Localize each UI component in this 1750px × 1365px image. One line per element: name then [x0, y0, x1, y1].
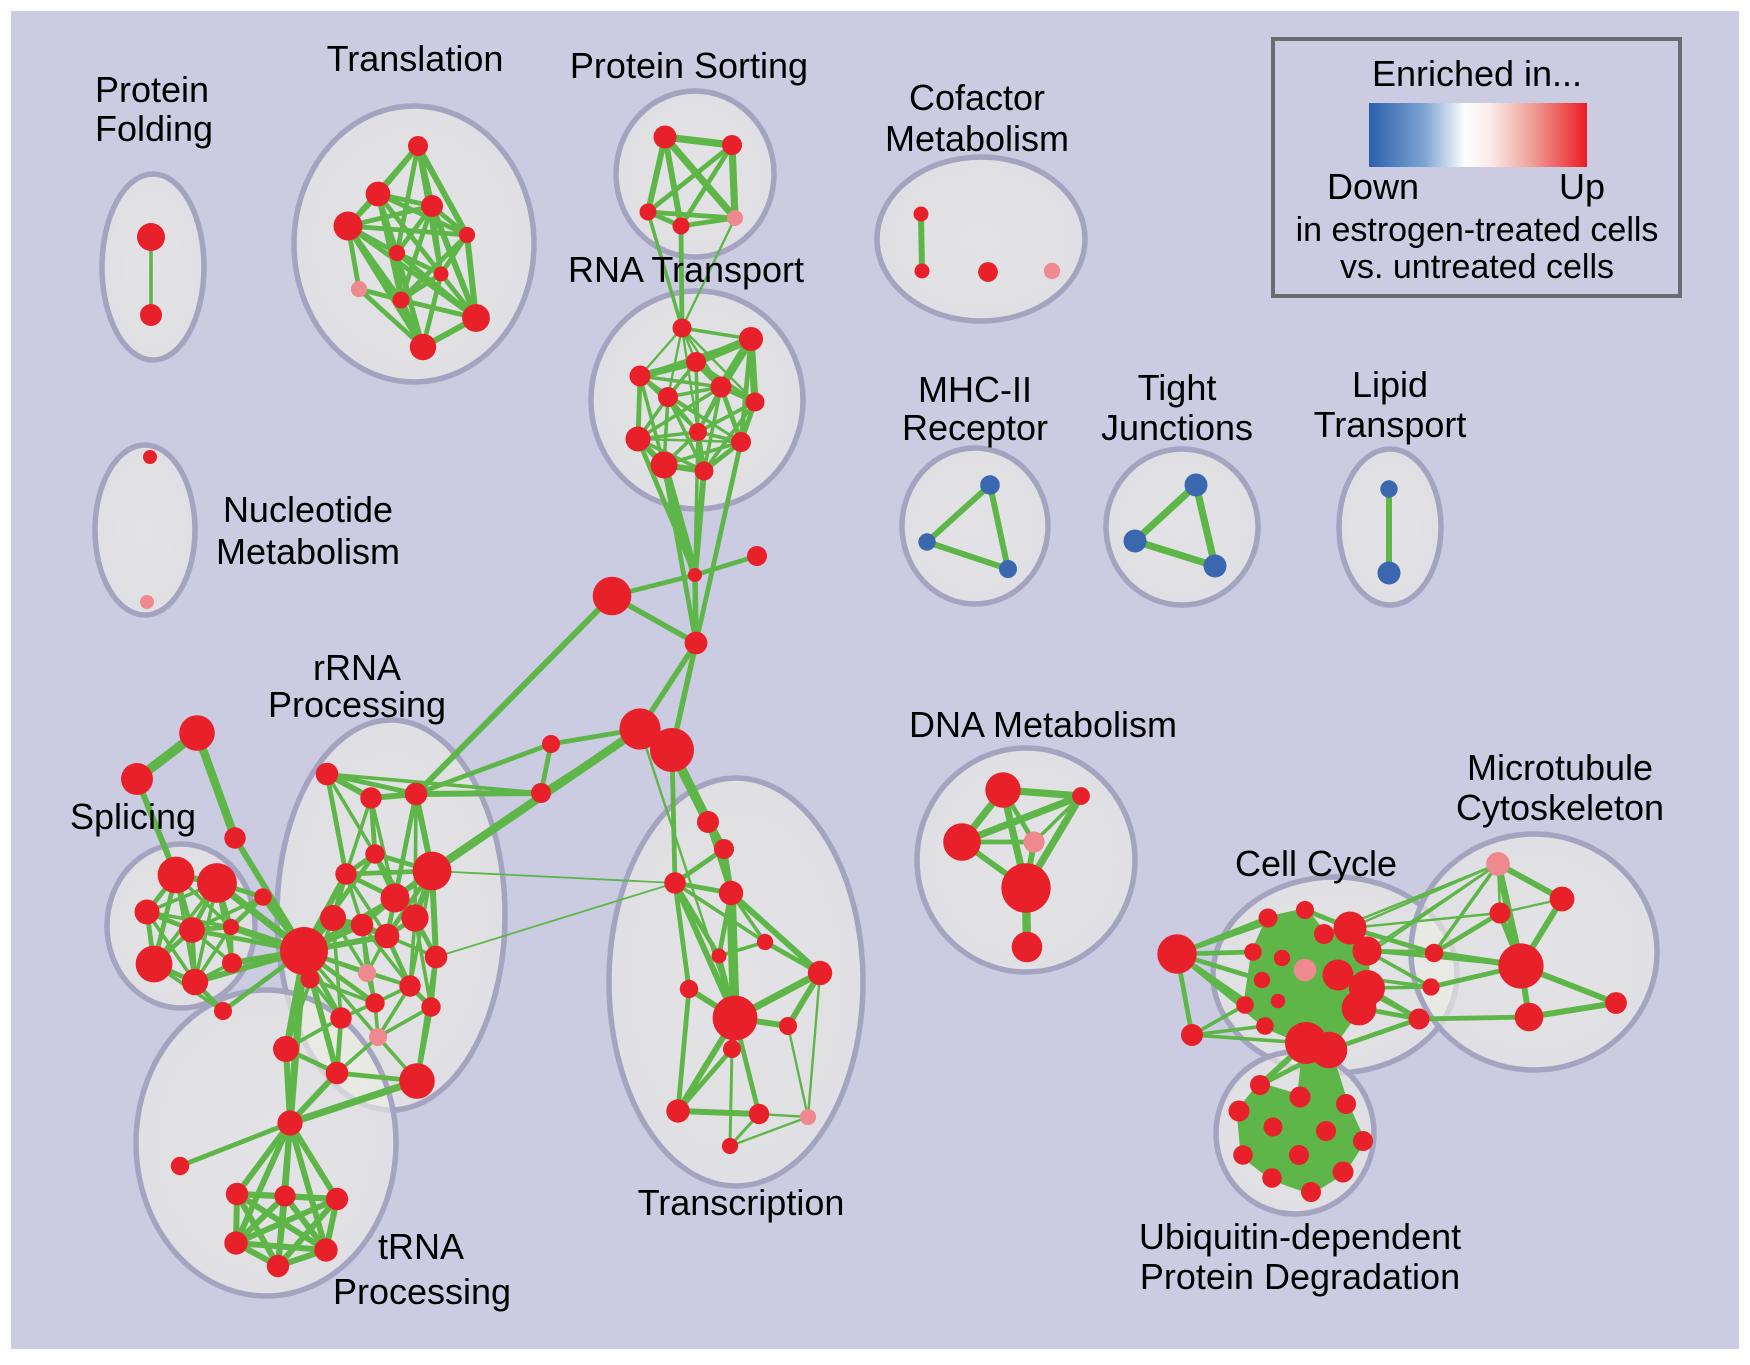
svg-text:Receptor: Receptor: [902, 407, 1048, 448]
svg-text:vs. untreated cells: vs. untreated cells: [1340, 248, 1614, 286]
svg-text:Protein Degradation: Protein Degradation: [1140, 1256, 1460, 1297]
svg-text:Down: Down: [1327, 166, 1419, 207]
svg-text:Ubiquitin-dependent: Ubiquitin-dependent: [1139, 1216, 1461, 1257]
svg-text:in estrogen-treated cells: in estrogen-treated cells: [1296, 211, 1659, 249]
svg-text:RNA Transport: RNA Transport: [568, 249, 804, 290]
svg-text:Metabolism: Metabolism: [216, 531, 400, 572]
svg-text:Transport: Transport: [1314, 404, 1467, 445]
svg-text:Processing: Processing: [268, 684, 446, 725]
svg-text:Cytoskeleton: Cytoskeleton: [1456, 787, 1664, 828]
svg-text:Enriched in...: Enriched in...: [1372, 53, 1582, 94]
svg-text:Junctions: Junctions: [1101, 407, 1253, 448]
svg-text:Cell Cycle: Cell Cycle: [1235, 843, 1397, 884]
svg-text:Up: Up: [1559, 166, 1605, 207]
svg-text:Translation: Translation: [327, 38, 504, 79]
svg-text:Nucleotide: Nucleotide: [223, 489, 393, 530]
svg-text:Protein: Protein: [95, 69, 209, 110]
svg-text:Metabolism: Metabolism: [885, 118, 1069, 159]
svg-text:Tight: Tight: [1138, 367, 1217, 408]
svg-text:Protein Sorting: Protein Sorting: [570, 45, 808, 86]
svg-text:MHC-II: MHC-II: [918, 369, 1032, 410]
svg-text:Splicing: Splicing: [70, 796, 196, 837]
svg-text:Microtubule: Microtubule: [1467, 747, 1653, 788]
svg-text:Lipid: Lipid: [1352, 364, 1428, 405]
svg-text:Processing: Processing: [333, 1271, 511, 1312]
svg-text:Transcription: Transcription: [638, 1182, 845, 1223]
svg-text:Folding: Folding: [95, 108, 213, 149]
svg-text:Cofactor: Cofactor: [909, 77, 1045, 118]
svg-text:tRNA: tRNA: [378, 1226, 464, 1267]
svg-text:DNA Metabolism: DNA Metabolism: [909, 704, 1177, 745]
svg-text:rRNA: rRNA: [313, 647, 401, 688]
